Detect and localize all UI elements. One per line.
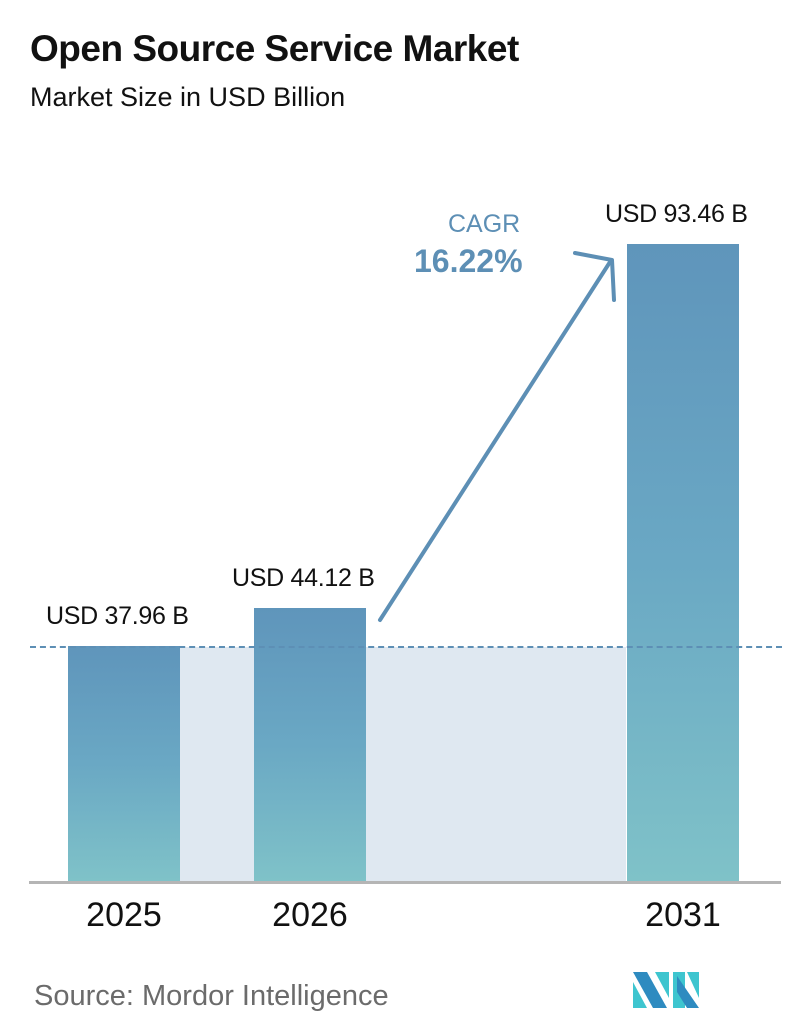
chart-subtitle: Market Size in USD Billion [30,82,346,112]
value-label-2031: USD 93.46 B [605,200,748,228]
value-label-2025: USD 37.96 B [46,602,189,630]
mordor-intelligence-logo-icon [633,972,699,1008]
background-band [366,647,626,881]
bar-2026 [254,608,366,881]
cagr-label: CAGR [448,210,521,238]
x-label-2026: 2026 [272,896,348,934]
bar-2031 [627,244,739,881]
x-label-2031: 2031 [645,896,721,934]
reference-line [30,646,782,648]
background-band [180,647,254,881]
bar-2025 [68,646,180,881]
source-text: Source: Mordor Intelligence [34,980,389,1012]
x-axis [29,881,781,884]
cagr-value: 16.22% [414,243,523,279]
value-label-2026: USD 44.12 B [232,564,375,592]
chart-title: Open Source Service Market [30,28,519,69]
x-label-2025: 2025 [86,896,162,934]
